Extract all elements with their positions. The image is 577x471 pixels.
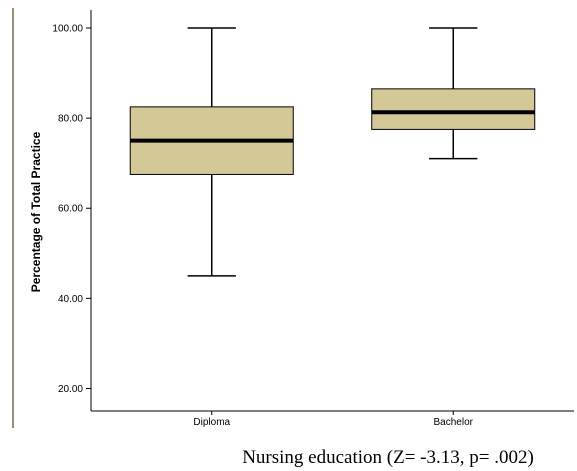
box-bachelor: [371, 27, 536, 160]
plot-area: 20.00 40.00 60.00 80.00 100.00 Diploma Bachel…: [52, 10, 574, 428]
x-category-label: Bachelor: [434, 417, 474, 428]
y-tick-label: 80.00: [58, 114, 83, 125]
y-tick-label: 40.00: [58, 294, 83, 305]
x-axis-title: Nursing education (Z= -3.13, p= .002): [242, 447, 534, 468]
y-axis-ticks: 20.00 40.00 60.00 80.00 100.00: [52, 24, 91, 395]
y-axis-title: Percentage of Total Practice: [29, 131, 43, 292]
box-series: [129, 27, 536, 277]
x-axis-category-labels: Diploma Bachelor: [193, 411, 474, 428]
x-category-label: Diploma: [193, 417, 230, 428]
box-diploma: [129, 27, 294, 277]
iqr-box: [371, 88, 536, 130]
y-tick-label: 20.00: [58, 384, 83, 395]
y-tick-label: 100.00: [52, 24, 83, 35]
y-tick-label: 60.00: [58, 204, 83, 215]
